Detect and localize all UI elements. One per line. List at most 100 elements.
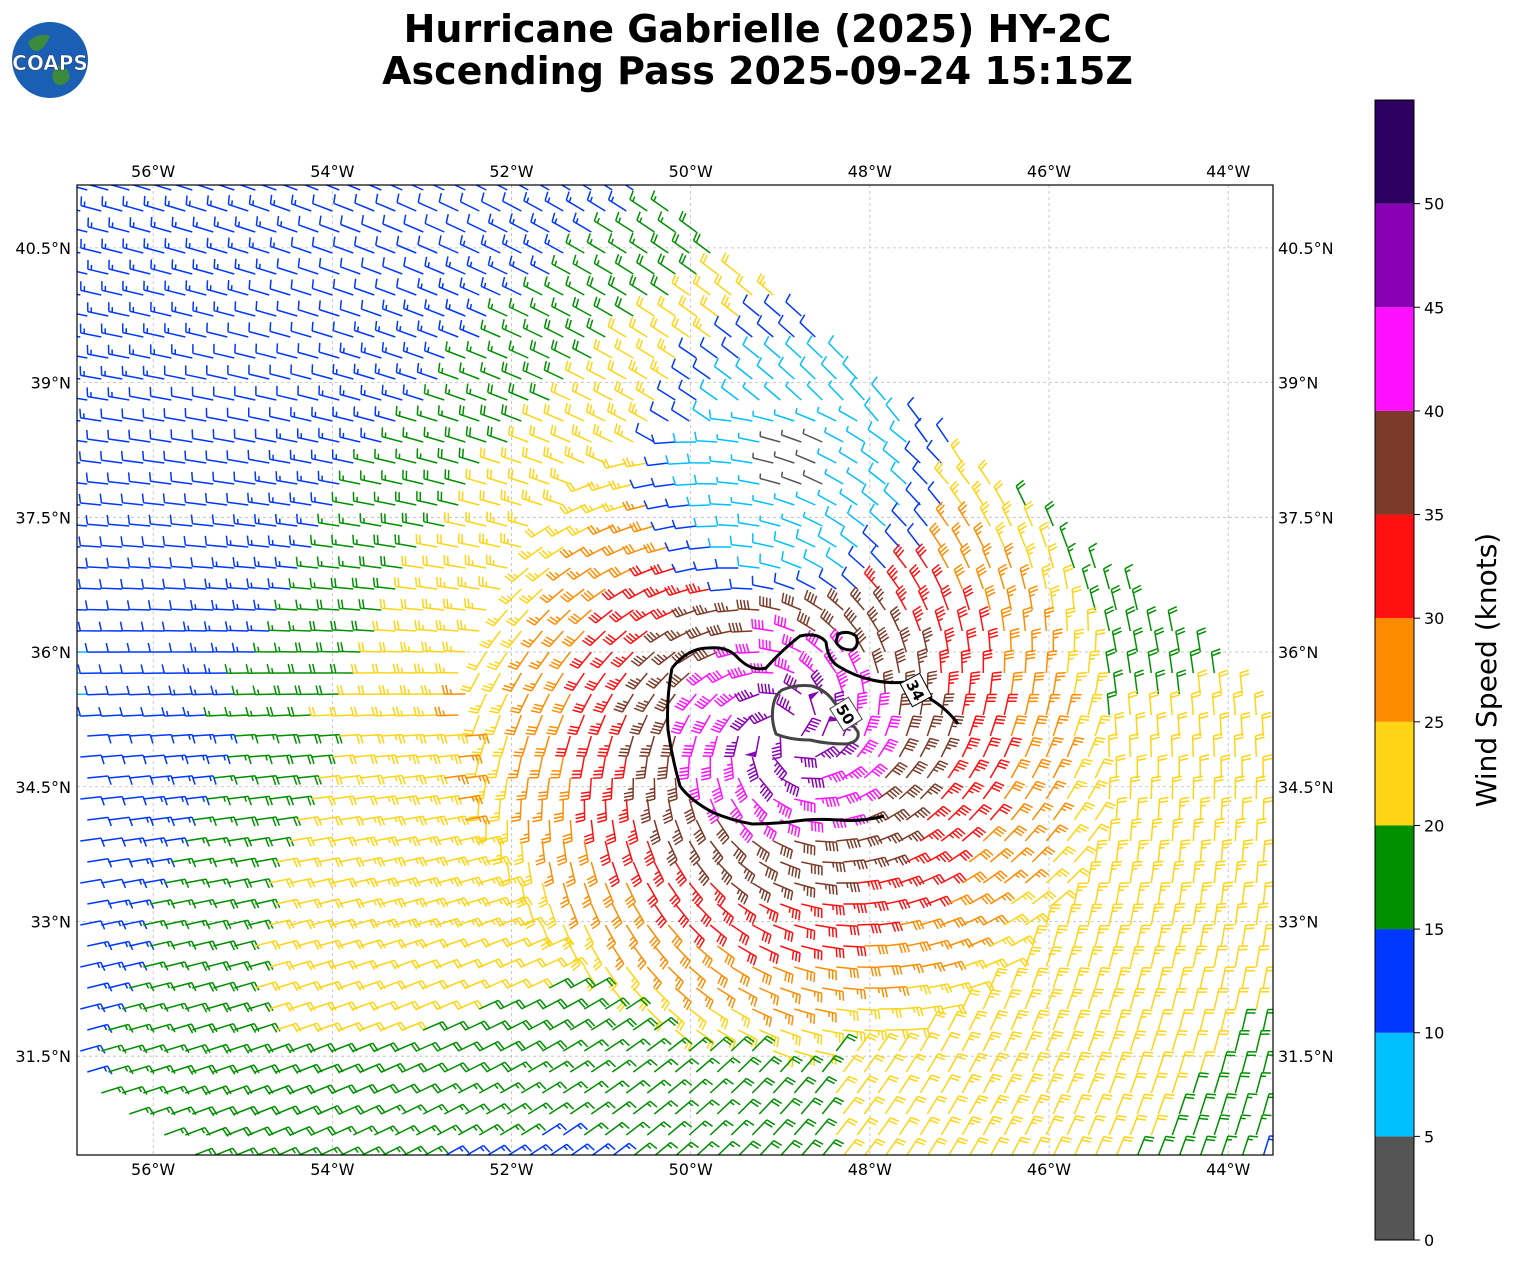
barb-shaft — [234, 816, 260, 827]
wind-barb — [281, 185, 298, 191]
wind-barb — [168, 642, 193, 653]
wind-barb — [295, 599, 319, 611]
barb-shaft — [211, 599, 235, 611]
barb-shaft — [438, 320, 459, 338]
barb-shaft — [543, 403, 564, 422]
barb-shaft — [602, 185, 613, 191]
barb-shaft — [1073, 758, 1093, 779]
barb-shaft — [396, 193, 417, 212]
wind-barb — [587, 567, 613, 580]
wind-barb — [422, 555, 445, 569]
wind-barb — [993, 479, 1005, 506]
wind-barb — [413, 663, 438, 674]
barb-shaft — [211, 514, 235, 527]
wind-barb — [437, 794, 463, 806]
wind-barb — [1218, 669, 1229, 695]
barb-shaft — [465, 383, 487, 401]
barb-shaft — [464, 554, 487, 569]
wind-barb — [828, 380, 844, 401]
barb-shaft — [838, 447, 858, 464]
barb-shaft — [150, 816, 176, 827]
barb-shaft — [85, 515, 109, 527]
wind-barb — [233, 471, 256, 485]
wind-barb — [713, 357, 732, 380]
wind-barb — [1059, 521, 1069, 548]
barb-shaft — [77, 355, 88, 359]
barb-shaft — [1045, 780, 1067, 800]
wind-barb — [565, 275, 585, 296]
barb-shaft — [517, 546, 543, 560]
wind-barb — [806, 380, 823, 401]
wind-barb — [729, 714, 753, 731]
barb-shaft — [593, 338, 613, 359]
wind-barb — [400, 641, 424, 653]
barb-shaft — [442, 598, 466, 611]
barb-shaft — [950, 438, 963, 464]
wind-barb — [692, 358, 711, 380]
barb-shaft — [713, 357, 732, 380]
wind-barb — [737, 432, 760, 443]
lat-tick-right: 40.5°N — [1278, 239, 1334, 258]
wind-barb — [1003, 780, 1025, 800]
wind-barb — [1000, 606, 1012, 632]
wind-barb — [628, 232, 648, 254]
wind-barb — [423, 469, 445, 485]
wind-barb — [192, 816, 218, 827]
wind-barb — [119, 664, 144, 675]
wind-barb — [402, 469, 424, 485]
barb-shaft — [1129, 775, 1141, 800]
wind-barb — [227, 795, 253, 806]
wind-barb — [678, 337, 697, 359]
barb-shaft — [735, 273, 753, 296]
barb-shaft — [203, 706, 228, 717]
barb-shaft — [1124, 563, 1134, 590]
barb-shaft — [212, 471, 235, 485]
wind-barb — [1169, 690, 1180, 716]
wind-barb — [353, 236, 375, 254]
barb-shaft — [213, 216, 235, 233]
barb-shaft — [1220, 796, 1232, 821]
wind-barb — [795, 407, 816, 422]
wind-barb — [382, 214, 403, 233]
barb-shaft — [912, 460, 928, 485]
wind-barb — [162, 536, 186, 548]
barb-shaft — [853, 627, 867, 653]
barb-shaft — [78, 536, 102, 548]
wind-barb — [1073, 801, 1095, 821]
barb-shaft — [593, 296, 613, 317]
barb-shaft — [1115, 754, 1126, 779]
barb-shaft — [1006, 584, 1017, 611]
wind-barb — [608, 714, 627, 736]
barb-shaft — [287, 663, 312, 674]
barb-shaft — [255, 816, 281, 827]
barb-shaft — [204, 578, 228, 590]
wind-barb — [763, 381, 781, 401]
wind-barb — [1003, 542, 1014, 569]
barb-shaft — [564, 403, 585, 422]
wind-barb — [521, 489, 543, 506]
barb-shaft — [849, 376, 865, 401]
barb-shaft — [628, 401, 648, 422]
barb-shaft — [628, 565, 655, 577]
wind-barb — [708, 494, 732, 506]
wind-barb — [276, 258, 298, 275]
wind-barb — [338, 513, 361, 527]
barb-shaft — [500, 446, 522, 464]
wind-barb — [882, 441, 900, 464]
barb-shaft — [608, 566, 634, 578]
wind-barb — [416, 320, 438, 338]
wind-barb — [480, 361, 501, 380]
barb-shaft — [77, 482, 88, 485]
barb-shaft — [1066, 650, 1079, 674]
barb-shaft — [126, 642, 151, 653]
wind-barb — [931, 563, 943, 590]
barb-shaft — [126, 685, 151, 696]
wind-barb — [824, 505, 844, 527]
barb-shaft — [866, 606, 879, 632]
barb-shaft — [289, 449, 312, 464]
barb-shaft — [694, 693, 718, 710]
barb-shaft — [586, 317, 606, 338]
barb-shaft — [500, 489, 522, 506]
wind-barb — [674, 693, 697, 711]
barb-shaft — [1073, 715, 1090, 737]
